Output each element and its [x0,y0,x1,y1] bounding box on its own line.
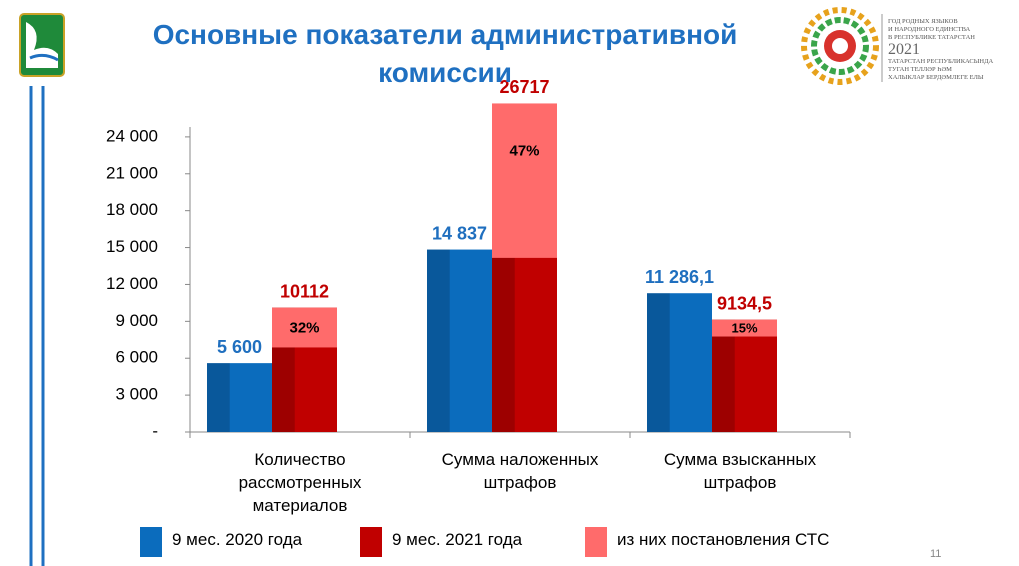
bar [427,249,492,432]
data-label: 9134,5 [717,293,772,313]
y-tick-label: 9 000 [115,311,158,330]
page-number: 11 [930,548,942,560]
bar-shade [427,249,450,432]
y-tick-label: 21 000 [106,163,158,182]
bar-shade [712,319,735,432]
bar-segment [272,307,337,348]
logo-line: ТАТАРСТАН РЕСПУБЛИКАСЫНДА [888,58,994,65]
bar [712,319,777,432]
x-tick-label: Количество рассмотренных материалов [238,450,362,515]
data-label: 14 837 [432,223,487,243]
logo-text: ГОД РОДНЫХ ЯЗЫКОВ И НАРОДНОГО ЕДИНСТВА В Р… [888,18,993,82]
logo-line: И НАРОДНОГО ЕДИНСТВА [888,26,971,33]
logo-line: ХАЛЫКЛАР БЕРДӘМЛЕГЕ ЕЛЫ [888,74,984,81]
share-label: 47% [509,142,539,159]
data-label: 26717 [499,77,549,97]
logo-line: ГОД РОДНЫХ ЯЗЫКОВ [888,18,958,25]
bar-shade [207,363,230,432]
year-emblem [801,7,883,85]
slide-title: Основные показатели административной ком… [152,19,738,88]
y-tick-label: 15 000 [106,237,158,256]
legend-swatch [360,527,382,557]
y-tick-label: 18 000 [106,200,158,219]
city-emblem [19,13,65,77]
bar-segment [712,319,777,337]
data-label: 11 286,1 [645,267,714,287]
legend-swatch [140,527,162,557]
legend-label: из них постановления СТС [617,530,830,549]
bar-shade [647,293,670,432]
y-tick-label: 24 000 [106,126,158,145]
x-tick-label: Сумма наложенных штрафов [441,450,599,492]
share-label: 15% [731,321,757,336]
data-label: 10112 [280,281,329,301]
legend-swatch [585,527,607,557]
y-tick-label: 12 000 [106,274,158,293]
legend-label: 9 мес. 2020 года [172,530,303,549]
data-label: 5 600 [217,337,262,357]
legend-label: 9 мес. 2021 года [392,530,523,549]
share-label: 32% [289,320,319,337]
y-tick-label: 6 000 [115,348,158,367]
x-tick-label: Сумма взысканных штрафов [663,450,817,492]
bar-segment [492,103,557,258]
y-tick-label: - [152,421,158,440]
bar [207,363,272,432]
logo-line: В РЕСПУБЛИКЕ ТАТАРСТАН [888,34,975,41]
bar [647,293,712,432]
y-tick-label: 3 000 [115,385,158,404]
logo-line: 2021 [888,41,920,58]
logo-line: ТУГАН ТЕЛЛӘР ҺӘМ [888,66,952,73]
